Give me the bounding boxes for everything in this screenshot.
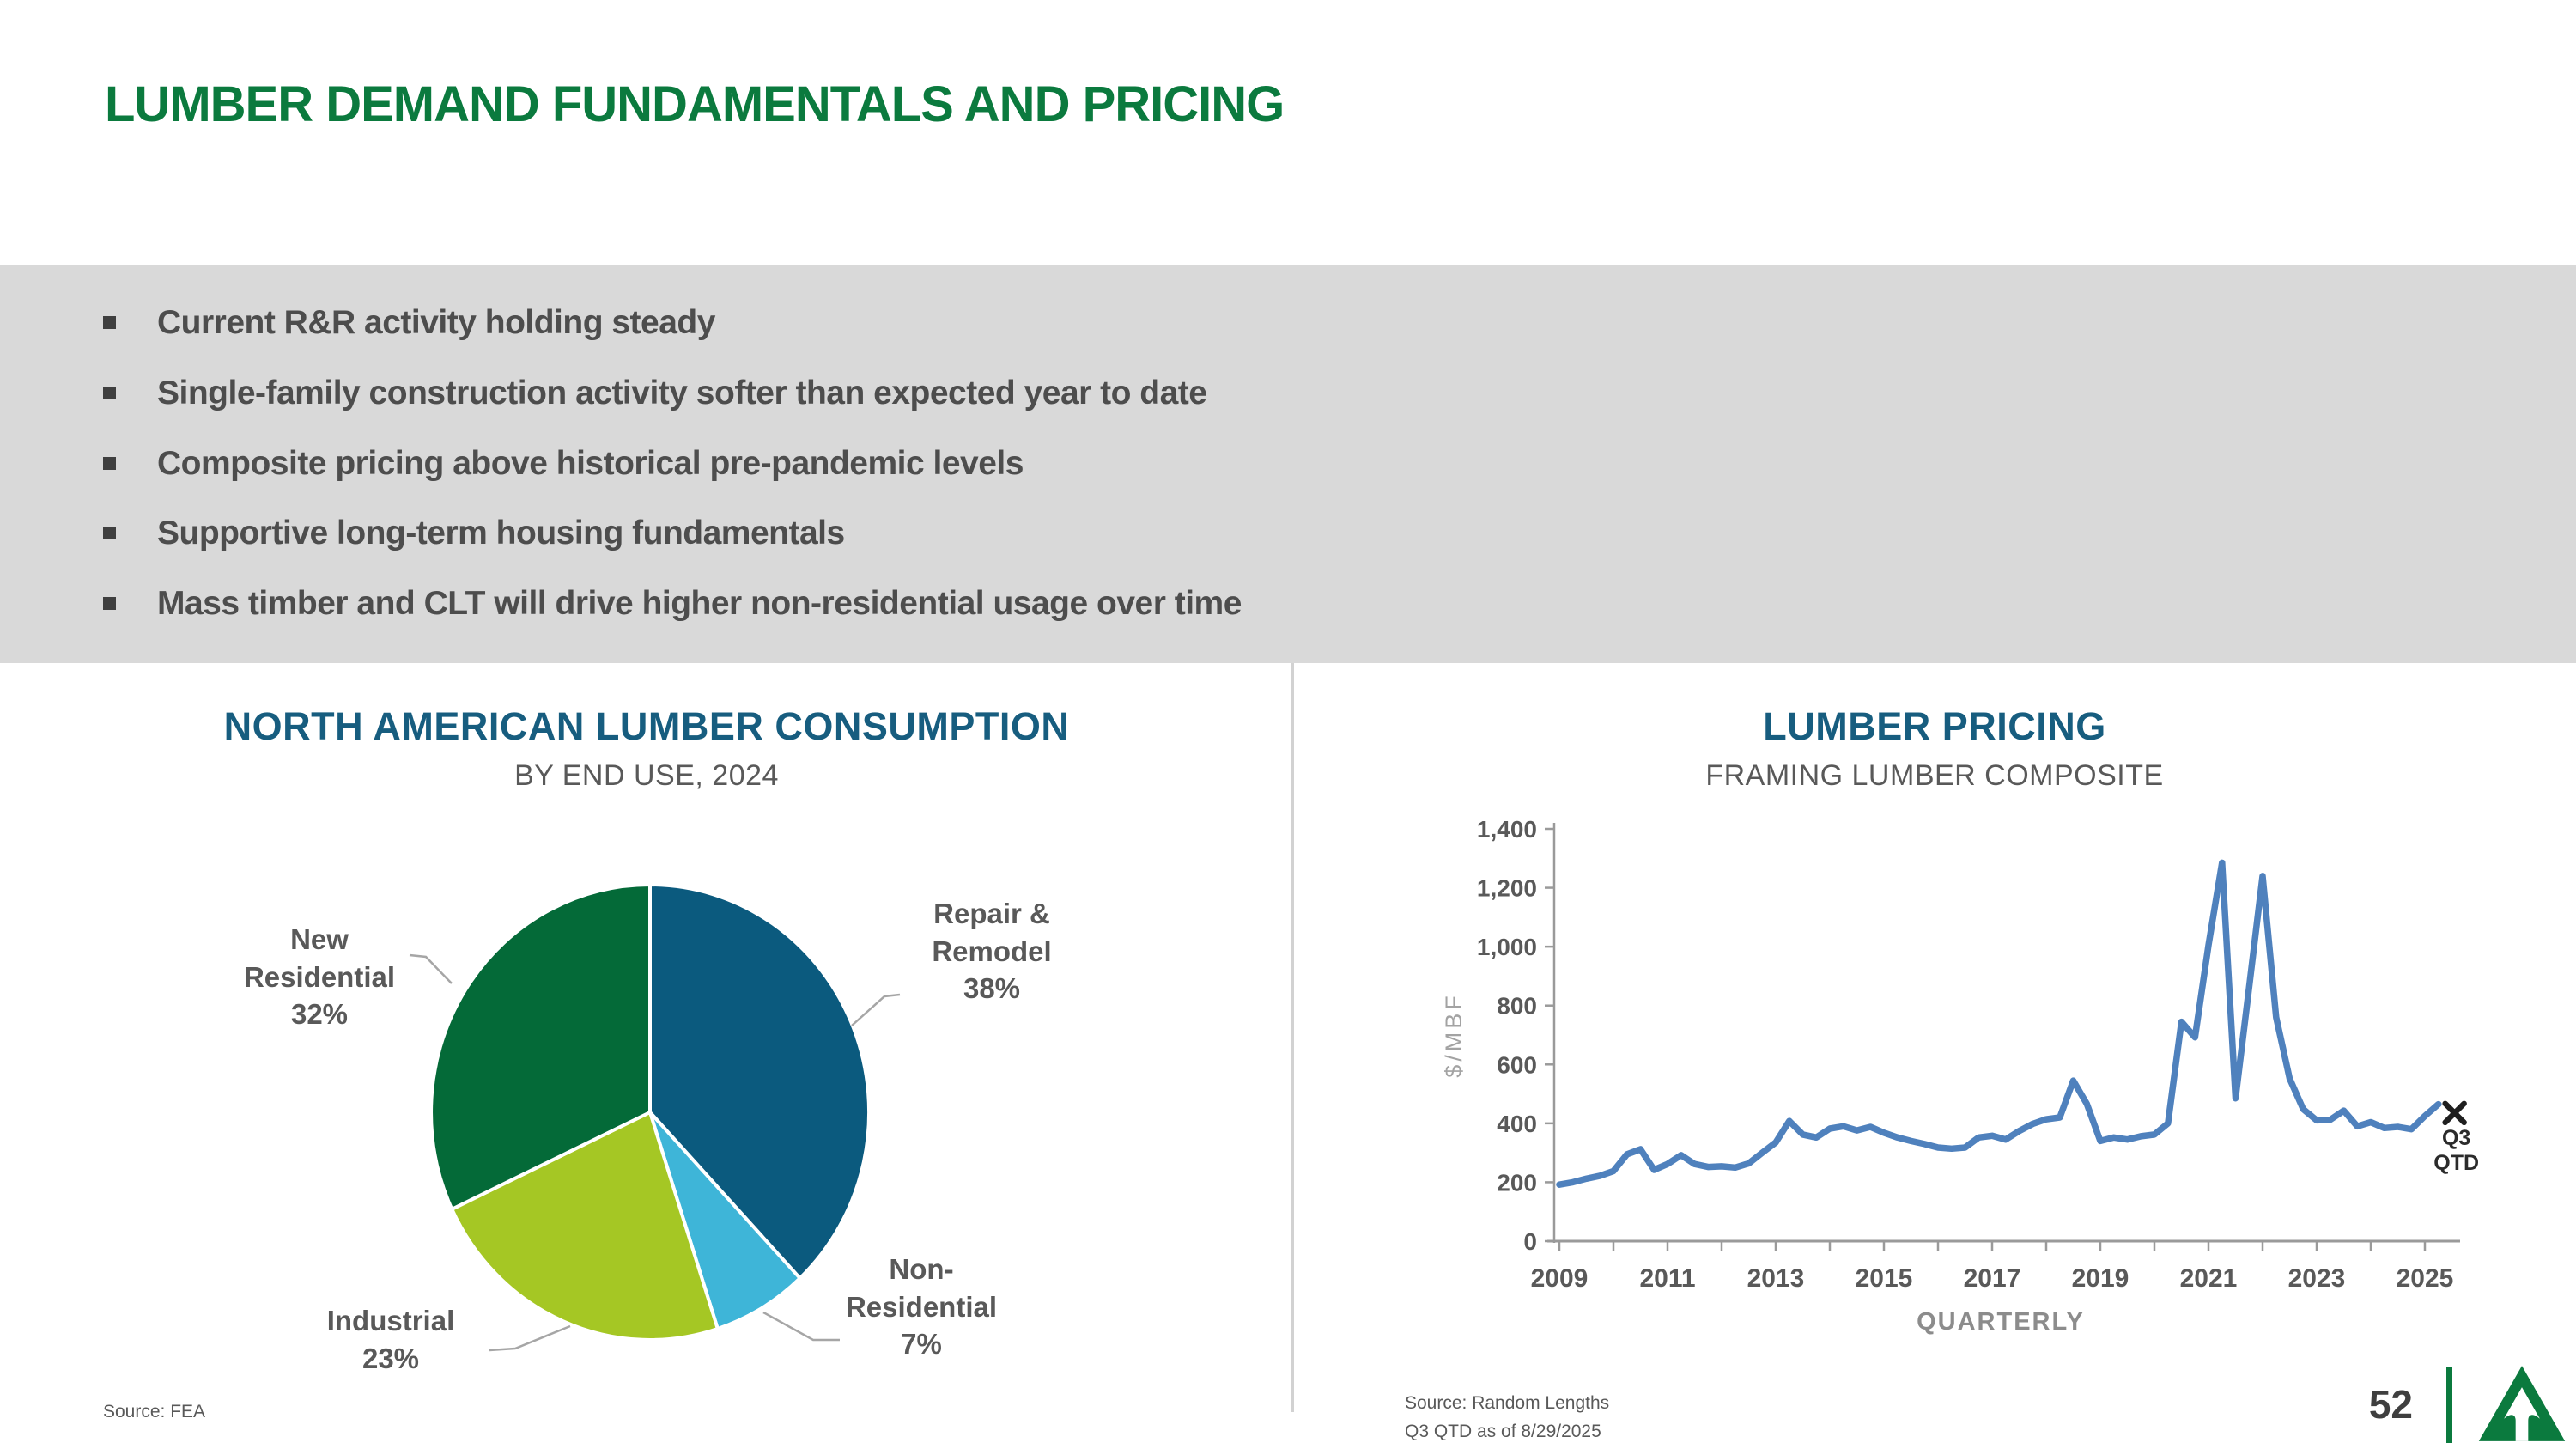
x-axis-tick-label: 2015 — [1856, 1264, 1913, 1293]
bullet-item: Current R&R activity holding steady — [103, 304, 2524, 343]
y-axis-tick-label: 1,200 — [1477, 875, 1537, 902]
x-axis-tick-label: 2019 — [2072, 1264, 2129, 1293]
page-number: 52 — [2368, 1382, 2413, 1427]
leader-line-repair-remodel — [851, 993, 901, 1026]
bullet-item: Supportive long-term housing fundamental… — [103, 514, 2524, 553]
source-note-right: Source: Random Lengths Q3 QTD as of 8/29… — [1405, 1390, 1609, 1446]
pie-label-industrial: Industrial 23% — [326, 1305, 455, 1374]
bullet-text: Mass timber and CLT will drive higher no… — [157, 585, 1242, 623]
source-note-left: Source: FEA — [103, 1402, 206, 1422]
bullet-marker — [103, 527, 116, 540]
source-note-line1: Source: Random Lengths — [1405, 1393, 1610, 1413]
bullet-marker — [103, 386, 116, 399]
price-line-series — [1556, 859, 2442, 1188]
bullet-item: Single-family construction activity soft… — [103, 374, 2524, 413]
y-axis-tick-label: 200 — [1497, 1169, 1537, 1196]
bullet-text: Current R&R activity holding steady — [157, 303, 715, 341]
bullet-text: Single-family construction activity soft… — [157, 374, 1207, 411]
bullet-item: Mass timber and CLT will drive higher no… — [103, 585, 2524, 624]
company-logo-icon — [2478, 1366, 2566, 1441]
y-axis-title: $/MBF — [1441, 992, 1467, 1078]
leader-line-industrial — [489, 1324, 571, 1352]
y-axis-tick-label: 0 — [1523, 1228, 1537, 1255]
y-axis-tick-label: 1,000 — [1477, 934, 1537, 960]
pie-chart — [409, 883, 901, 1352]
footer-accent-bar — [2446, 1367, 2452, 1443]
qtd-x-marker-icon — [2442, 1100, 2467, 1126]
logo-arrow-cutout — [2504, 1387, 2540, 1441]
y-axis-tick-label: 600 — [1497, 1051, 1537, 1078]
page-title: LUMBER DEMAND FUNDAMENTALS AND PRICING — [105, 76, 1285, 132]
leader-line-non-residential — [762, 1311, 840, 1342]
pie-label-repair-remodel: Repair & Remodel 38% — [932, 898, 1052, 1005]
x-axis-tick-label: 2011 — [1639, 1264, 1695, 1293]
bullet-marker — [103, 597, 116, 611]
y-axis-tick-label: 1,400 — [1477, 816, 1537, 843]
pie-chart-subtitle: BY END USE, 2024 — [514, 759, 779, 792]
y-axis-tick-label: 400 — [1497, 1111, 1537, 1137]
bullet-item: Composite pricing above historical pre-p… — [103, 445, 2524, 484]
pie-slice-industrial — [450, 1111, 720, 1342]
bullet-text: Supportive long-term housing fundamental… — [157, 514, 845, 552]
line-chart-subtitle: FRAMING LUMBER COMPOSITE — [1705, 759, 2164, 792]
y-axis-tick-label: 800 — [1497, 993, 1537, 1020]
x-axis-tick-label: 2023 — [2288, 1264, 2346, 1293]
bullet-marker — [103, 456, 116, 470]
line-chart-title: LUMBER PRICING — [1763, 704, 2106, 748]
source-note-line2: Q3 QTD as of 8/29/2025 — [1405, 1421, 1601, 1441]
key-points-panel: Current R&R activity holding steady Singl… — [0, 265, 2576, 663]
x-axis-tick-label: 2017 — [1964, 1264, 2021, 1293]
bullet-marker — [103, 315, 116, 329]
pie-label-new-residential: New Residential 32% — [243, 923, 396, 1031]
qtd-marker-label: Q3 — [2442, 1126, 2470, 1150]
pie-chart-title: NORTH AMERICAN LUMBER CONSUMPTION — [223, 704, 1070, 748]
line-chart: 0 200 400 600 800 1,000 1,200 1,400 2009 2011 2013… — [1441, 816, 2479, 1336]
x-axis-tick-label: 2021 — [2180, 1264, 2238, 1293]
x-axis-tick-label: 2009 — [1531, 1264, 1589, 1293]
x-axis-tick-label: 2025 — [2397, 1264, 2454, 1293]
pie-slice-repair-remodel — [648, 883, 872, 1281]
pie-slice-non-residential — [648, 1111, 802, 1330]
panel-divider — [1291, 663, 1294, 1412]
bullet-text: Composite pricing above historical pre-p… — [157, 444, 1024, 482]
qtd-marker-label: QTD — [2433, 1151, 2479, 1175]
pie-label-non-residential: Non- Residential 7% — [845, 1253, 998, 1361]
pie-slice-new-residential — [429, 883, 652, 1211]
x-axis-tick-label: 2013 — [1747, 1264, 1805, 1293]
x-axis-title: QUARTERLY — [1917, 1308, 2085, 1336]
leader-line-new-residential — [409, 953, 453, 984]
